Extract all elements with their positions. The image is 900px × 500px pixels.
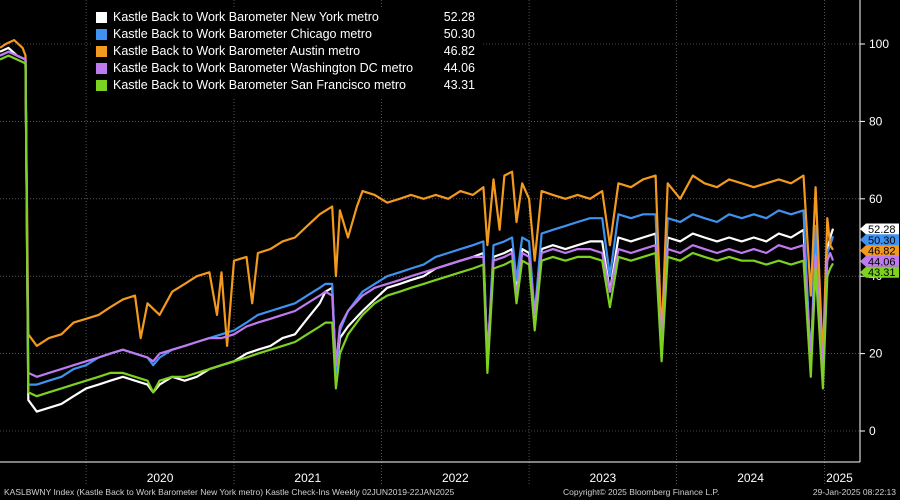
last-value-tag-text: 50.30: [868, 235, 896, 247]
legend-label: Kastle Back to Work Barometer New York m…: [113, 10, 379, 24]
y-tick-label: 20: [869, 347, 883, 361]
last-value-tag-text: 52.28: [868, 224, 896, 236]
legend-swatch: [96, 29, 107, 40]
footer-source: KASLBWNY Index (Kastle Back to Work Baro…: [4, 487, 455, 497]
legend-entry: Kastle Back to Work Barometer San Franci…: [96, 77, 475, 94]
y-tick-label: 60: [869, 192, 883, 206]
series-line-1: [0, 50, 835, 386]
legend-swatch: [96, 12, 107, 23]
y-tick-label: 80: [869, 114, 883, 128]
legend-value: 44.06: [443, 61, 475, 75]
last-value-tag-bg: [860, 223, 899, 235]
legend-swatch: [96, 80, 107, 91]
last-value-tag-bg: [860, 255, 899, 267]
y-tick-label: 100: [869, 37, 889, 51]
legend-label: Kastle Back to Work Barometer Austin met…: [113, 44, 361, 58]
legend-entry: Kastle Back to Work Barometer Washington…: [96, 60, 475, 77]
x-tick-label: 2024: [737, 471, 764, 485]
legend-swatch: [96, 46, 107, 57]
x-tick-label: 2025: [826, 471, 853, 485]
last-value-tag-bg: [860, 266, 899, 278]
legend-swatch: [96, 63, 107, 74]
legend-value: 43.31: [443, 78, 475, 92]
series-line-2: [0, 39, 834, 363]
last-value-tag-text: 46.82: [868, 246, 896, 258]
last-value-tag-text: 44.06: [868, 256, 896, 268]
legend-label: Kastle Back to Work Barometer Chicago me…: [113, 27, 372, 41]
series-line-0: [0, 46, 835, 413]
legend-label: Kastle Back to Work Barometer Washington…: [113, 61, 414, 75]
series-line-4: [0, 54, 834, 398]
legend-value: 52.28: [443, 10, 475, 24]
footer: KASLBWNY Index (Kastle Back to Work Baro…: [0, 486, 900, 500]
last-value-tag-bg: [860, 245, 899, 257]
footer-copyright: Copyright© 2025 Bloomberg Finance L.P.: [563, 487, 720, 497]
legend-value: 50.30: [443, 27, 475, 41]
x-tick-label: 2020: [147, 471, 174, 485]
legend: Kastle Back to Work Barometer New York m…: [92, 7, 481, 97]
x-tick-label: 2023: [589, 471, 616, 485]
y-tick-label: 0: [869, 424, 876, 438]
legend-value: 46.82: [443, 44, 475, 58]
last-value-tag-bg: [860, 234, 899, 246]
legend-label: Kastle Back to Work Barometer San Franci…: [113, 78, 406, 92]
legend-entry: Kastle Back to Work Barometer Chicago me…: [96, 26, 475, 43]
x-tick-label: 2022: [442, 471, 469, 485]
series-line-3: [0, 50, 835, 378]
x-tick-label: 2021: [294, 471, 321, 485]
last-value-tag-text: 43.31: [868, 267, 896, 279]
series-lines: [0, 39, 835, 413]
footer-timestamp: 29-Jan-2025 08:22:13: [812, 487, 896, 497]
legend-entry: Kastle Back to Work Barometer Austin met…: [96, 43, 475, 60]
legend-entry: Kastle Back to Work Barometer New York m…: [96, 9, 475, 26]
